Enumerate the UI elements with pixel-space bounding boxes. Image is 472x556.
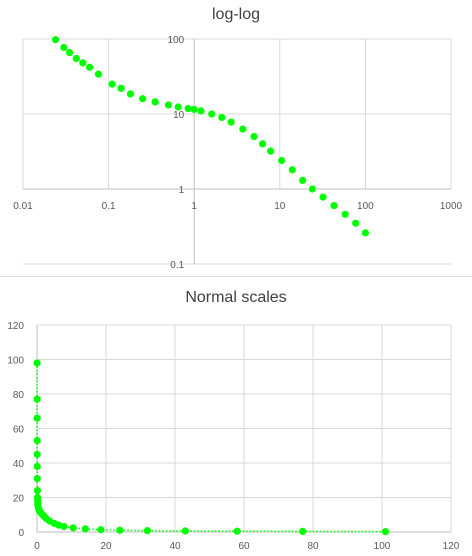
data-point bbox=[126, 90, 135, 98]
x-tick-label: 10 bbox=[274, 201, 286, 212]
data-point bbox=[227, 118, 235, 126]
data-point bbox=[69, 524, 77, 532]
x-tick-label: 1000 bbox=[440, 201, 463, 212]
data-point bbox=[259, 140, 267, 148]
data-point bbox=[79, 59, 87, 67]
data-point bbox=[60, 522, 68, 531]
x-tick-label: 0 bbox=[34, 541, 40, 552]
y-tick-label: 120 bbox=[7, 321, 24, 332]
x-tick-label: 100 bbox=[374, 541, 391, 552]
data-point bbox=[164, 101, 173, 109]
data-point bbox=[81, 525, 89, 533]
data-point bbox=[233, 527, 241, 535]
loglog-chart: 0.01 0.1 1 10 100 1000 0.1 1 10 100 bbox=[13, 35, 463, 271]
data-point bbox=[361, 229, 369, 237]
x-tick-label: 60 bbox=[238, 541, 250, 552]
chart-title-loglog: log-log bbox=[211, 6, 261, 23]
data-point bbox=[117, 84, 125, 92]
series-connector-line bbox=[36, 363, 386, 533]
data-point bbox=[33, 359, 41, 367]
y-tick-label: 20 bbox=[13, 494, 25, 505]
data-point bbox=[174, 103, 182, 111]
data-point bbox=[151, 98, 159, 106]
x-tick-label: 20 bbox=[100, 541, 112, 552]
x-tick-label: 80 bbox=[307, 541, 319, 552]
data-point bbox=[184, 105, 192, 113]
data-point bbox=[116, 526, 124, 534]
x-tick-label: 0.1 bbox=[102, 201, 116, 212]
y-tick-label: 0.1 bbox=[170, 260, 184, 271]
data-point bbox=[197, 107, 205, 115]
data-point bbox=[278, 156, 286, 165]
data-point bbox=[208, 110, 216, 118]
chart-divider bbox=[0, 276, 472, 277]
x-tick-label: 1 bbox=[191, 201, 197, 212]
data-point bbox=[352, 219, 360, 227]
y-tick-label: 10 bbox=[173, 110, 185, 121]
data-point bbox=[341, 210, 349, 218]
data-point bbox=[381, 527, 390, 536]
y-tick-label: 100 bbox=[7, 356, 24, 367]
data-point bbox=[72, 54, 80, 63]
y-tick-label: 0 bbox=[18, 528, 24, 539]
x-tick-label: 120 bbox=[443, 541, 460, 552]
data-point bbox=[86, 63, 94, 71]
y-tick-label: 80 bbox=[13, 390, 25, 401]
data-point bbox=[330, 202, 338, 210]
data-point bbox=[33, 395, 41, 403]
data-point bbox=[181, 527, 189, 535]
data-point bbox=[33, 487, 41, 495]
x-tick-label: 40 bbox=[169, 541, 181, 552]
data-point bbox=[250, 132, 258, 141]
data-point bbox=[139, 95, 147, 103]
data-point bbox=[288, 166, 296, 174]
data-point bbox=[60, 43, 68, 52]
data-point bbox=[266, 147, 275, 155]
data-point bbox=[299, 527, 307, 535]
data-point bbox=[143, 527, 151, 535]
x-tick-label: 100 bbox=[357, 201, 374, 212]
data-point bbox=[218, 113, 226, 122]
data-point bbox=[65, 48, 74, 57]
data-point bbox=[33, 450, 41, 458]
x-tick-label: 0.01 bbox=[13, 201, 33, 212]
data-point bbox=[33, 436, 41, 445]
y-tick-label: 1 bbox=[179, 185, 185, 196]
chart-title-normal: Normal scales bbox=[185, 289, 287, 306]
data-point bbox=[239, 125, 247, 133]
data-point bbox=[33, 474, 41, 483]
data-point bbox=[33, 462, 41, 471]
data-point bbox=[308, 185, 316, 193]
data-point bbox=[319, 193, 327, 201]
data-point bbox=[51, 36, 60, 44]
data-point bbox=[97, 526, 105, 534]
data-point bbox=[299, 176, 307, 185]
y-tick-label: 40 bbox=[13, 459, 25, 470]
data-point bbox=[190, 105, 198, 114]
y-tick-label: 60 bbox=[13, 425, 25, 436]
data-point bbox=[108, 80, 116, 88]
data-point bbox=[33, 414, 41, 422]
y-tick-label: 100 bbox=[168, 35, 185, 46]
data-point bbox=[94, 70, 102, 78]
